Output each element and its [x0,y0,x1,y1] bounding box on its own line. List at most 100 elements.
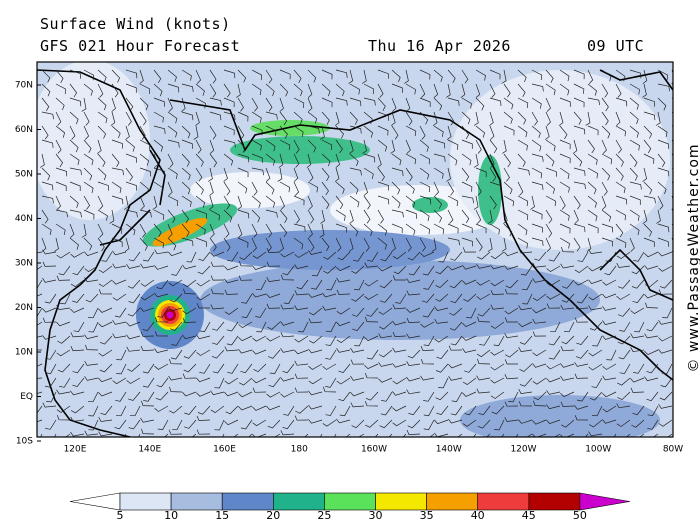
wind-barb [419,223,430,235]
wind-barb [128,251,141,262]
wind-barb [504,265,519,270]
wind-barb [548,335,561,346]
wind-barb [503,195,515,207]
wind-barb [461,125,470,140]
wind-barb [574,279,589,286]
wind-barb [69,125,76,140]
wind-barb [462,335,477,341]
trade-winds [460,395,660,437]
colorbar-segment [221,492,274,511]
wind-barb [435,293,449,302]
wind-barb [334,167,340,182]
wind-barb [619,363,631,374]
wind-barb [601,167,611,181]
wind-barb [196,293,211,301]
wind-barb [576,335,589,346]
wind-barb [98,265,113,274]
wind-barb [326,279,337,291]
wind-barb [658,251,673,257]
wind-barb [630,333,645,339]
wind-barb [60,293,71,305]
wind-barb [349,209,354,224]
wind-barb [477,307,491,317]
wind-barb [405,195,416,208]
colorbar-label: 45 [522,509,536,522]
wind-barb [210,390,225,396]
wind-barb [280,430,295,436]
wind-barb [601,69,612,82]
wind-barb [251,97,259,112]
wind-barb [112,377,127,385]
wind-barb [224,307,239,315]
lat-label: 70N [15,81,33,91]
wind-barb [377,237,388,250]
wind-barb [406,317,421,323]
wind-barb [169,386,183,393]
wind-barb [363,223,373,237]
wind-barb [154,348,169,353]
wind-barb [181,223,190,237]
wind-barb [325,349,337,360]
wind-barb [408,405,421,416]
wind-barb [643,195,656,204]
wind-barb [435,265,449,275]
wind-barb [489,167,497,182]
wind-barb [224,377,239,385]
wind-barb [602,375,617,381]
wind-barb [531,181,544,191]
wind-barb [517,83,526,97]
wind-barb [265,83,275,97]
wind-barb [615,125,626,137]
wind-barb [546,390,561,395]
wind-barb [237,69,247,83]
wind-barb [618,349,631,360]
wind-barb [88,405,99,417]
wind-barb [41,181,54,191]
wind-barb [378,333,393,339]
wind-barb [265,97,273,112]
wind-barb [293,209,300,224]
wind-barb [167,139,180,148]
wind-barb [238,335,253,342]
wind-barb [422,265,435,276]
wind-barb [391,237,396,252]
wind-barb [380,251,393,262]
wind-barb [391,181,401,195]
wind-barb [462,247,477,253]
colorbar-label: 40 [471,509,485,522]
wind-barb [363,111,373,125]
wind-barb [336,265,351,272]
wind-barb [171,265,183,276]
wind-barb [545,111,551,126]
wind-barb [69,167,82,176]
wind-barb [489,111,494,126]
wind-barb [168,306,183,312]
wind-barb [671,125,673,127]
wind-barb [279,69,291,80]
wind-barb [561,293,575,303]
wind-barb [501,237,507,252]
wind-barb [255,307,267,318]
wind-barb [532,419,547,425]
wind-barb [153,209,165,221]
wind-barb [293,83,303,97]
wind-barb [335,69,348,78]
wind-barb [129,405,141,417]
wind-barb [83,83,93,96]
wind-barb [265,167,271,182]
trade-winds [210,230,450,270]
wind-barb [125,83,137,93]
wind-barb [519,363,533,372]
wind-barb [152,195,158,210]
wind-barb [241,293,253,304]
wind-barb [435,279,449,289]
wind-barb [72,265,85,276]
colorbar-over [579,492,630,511]
wind-barb [168,358,183,365]
wind-barb [223,153,234,166]
wind-barb [139,69,144,84]
wind-barb [69,69,81,79]
wind-barb [227,363,239,374]
wind-barb [587,167,598,179]
wind-barb [503,83,511,98]
